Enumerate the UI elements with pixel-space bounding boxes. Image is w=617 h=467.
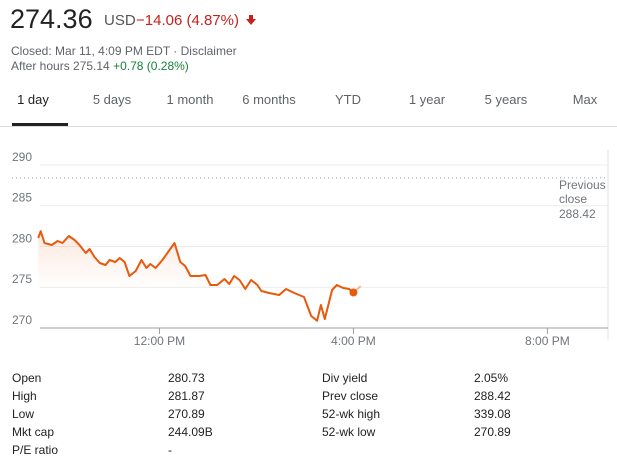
stat-value: 244.09B <box>168 425 213 439</box>
range-tab[interactable]: 1 year <box>408 92 446 107</box>
closed-text: Closed: Mar 11, 4:09 PM EDT · <box>11 44 181 58</box>
stat-value: 270.89 <box>474 425 511 439</box>
x-tick-label: 8:00 PM <box>525 334 570 348</box>
price: 274.36 <box>10 4 93 34</box>
reference-value: 288.42 <box>559 207 596 221</box>
range-tab[interactable]: 1 day <box>17 92 49 107</box>
range-tab[interactable]: Max <box>572 92 598 107</box>
reference-label: Previous close <box>559 178 606 206</box>
stat-label: 52-wk high <box>322 407 381 421</box>
stat-value: 288.42 <box>474 389 511 403</box>
stat-label: Div yield <box>322 371 368 385</box>
active-tab-underline <box>12 123 68 126</box>
after-hours: After hours 275.14 <box>11 59 110 73</box>
y-tick-label: 280 <box>12 231 32 245</box>
area <box>38 231 354 328</box>
stat-value: 281.87 <box>168 389 205 403</box>
stat-value: - <box>168 443 172 457</box>
y-tick-label: 275 <box>12 272 32 286</box>
x-tick-label: 4:00 PM <box>331 334 376 348</box>
close-dot <box>349 288 358 297</box>
after-hours-change: +0.78 (0.28%) <box>113 59 189 73</box>
stat-label: High <box>12 389 37 403</box>
range-tabs: 1 day 5 days 1 month 6 months YTD 1 year 5 yea… <box>0 88 617 127</box>
stat-label: Open <box>12 371 42 385</box>
chart: 270 275 280 285 290 12:00 PM 4:00 PM 8:00 PM <box>12 150 609 348</box>
stat-label: Mkt cap <box>12 425 55 439</box>
stat-label: 52-wk low <box>322 425 376 439</box>
y-tick-label: 270 <box>12 313 32 327</box>
stat-label: Low <box>12 407 35 421</box>
y-tick-label: 285 <box>12 191 32 205</box>
range-tab[interactable]: 1 month <box>166 92 214 107</box>
range-tab[interactable]: 5 years <box>484 92 528 107</box>
range-tab[interactable]: 5 days <box>92 92 132 107</box>
stat-value: 280.73 <box>168 371 205 385</box>
stat-label: Prev close <box>322 389 379 403</box>
x-tick-label: 12:00 PM <box>134 334 185 348</box>
price-change: −14.06 (4.87%) <box>136 12 239 29</box>
status-line: Closed: Mar 11, 4:09 PM EDT · Disclaimer <box>11 44 237 58</box>
down-arrow <box>246 15 256 25</box>
price-line <box>37 230 355 322</box>
disclaimer-link[interactable]: Disclaimer <box>180 44 237 58</box>
range-tab[interactable]: YTD <box>335 92 361 107</box>
range-tab[interactable]: 6 months <box>242 92 296 107</box>
after-hours-line: After hours 275.14 +0.78 (0.28%) <box>11 59 189 73</box>
stat-value: 339.08 <box>474 407 511 421</box>
stat-label: P/E ratio <box>12 443 59 457</box>
y-tick-label: 290 <box>12 150 32 164</box>
stat-value: 2.05% <box>474 371 509 385</box>
currency: USD <box>104 12 136 29</box>
stat-value: 270.89 <box>168 407 205 421</box>
